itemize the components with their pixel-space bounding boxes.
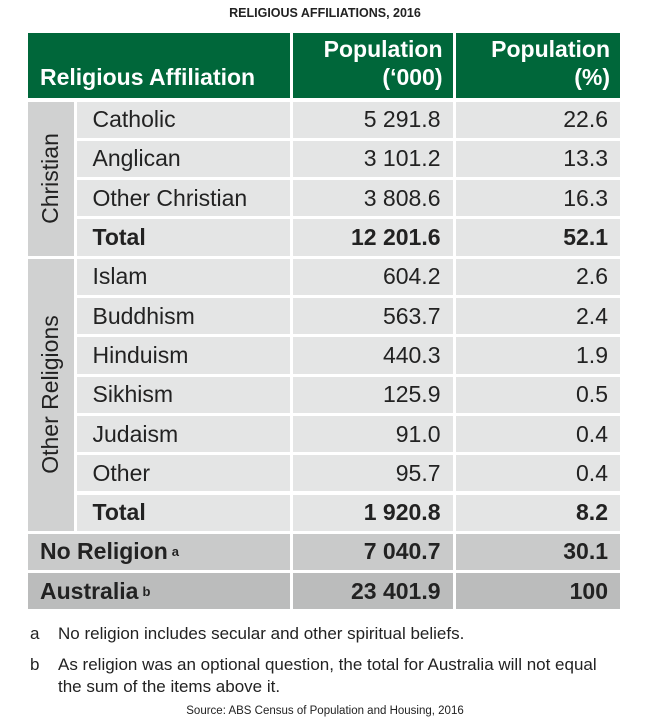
row-label: Total <box>76 494 290 531</box>
footnote-text: No religion includes secular and other s… <box>58 624 465 643</box>
percent-cell: 22.6 <box>455 101 620 138</box>
percent-cell: 1.9 <box>455 337 620 374</box>
population-cell: 5 291.8 <box>292 101 453 138</box>
population-cell: 563.7 <box>292 298 453 335</box>
footnote-ref: b <box>142 583 151 599</box>
percent-cell: 52.1 <box>455 219 620 256</box>
row-label: Sikhism <box>76 376 290 413</box>
header-cell: Population (‘000) <box>292 33 453 98</box>
row-label: Judaism <box>76 415 290 453</box>
population-cell: 95.7 <box>292 455 453 492</box>
percent-cell: 2.6 <box>455 258 620 295</box>
group-label: Christian <box>37 133 64 224</box>
percent-cell: 16.3 <box>455 180 620 217</box>
percent-cell: 8.2 <box>455 494 620 531</box>
row-label: Buddhism <box>76 298 290 335</box>
source: Source: ABS Census of Population and Hou… <box>186 705 464 717</box>
row-label: Islam <box>76 258 290 295</box>
header-cell: Religious Affiliation <box>28 33 290 98</box>
percent-cell: 30.1 <box>455 533 620 571</box>
population-cell: 3 101.2 <box>292 140 453 178</box>
summary-label-cell: Australia b <box>28 573 290 610</box>
row-label: Total <box>76 219 290 256</box>
row-label: Anglican <box>76 140 290 178</box>
header-cell: Population (%) <box>455 33 620 98</box>
title: RELIGIOUS AFFILIATIONS, 2016 <box>229 6 421 20</box>
summary-label: Australia <box>40 577 139 604</box>
group-label-cell: Christian <box>28 101 74 256</box>
population-cell: 1 920.8 <box>292 494 453 531</box>
percent-cell: 0.4 <box>455 415 620 453</box>
percent-cell: 0.4 <box>455 455 620 492</box>
row-label: Other Christian <box>76 180 290 217</box>
percent-cell: 13.3 <box>455 140 620 178</box>
percent-cell: 0.5 <box>455 376 620 413</box>
population-cell: 440.3 <box>292 337 453 374</box>
summary-label: No Religion <box>40 538 168 565</box>
population-cell: 12 201.6 <box>292 219 453 256</box>
row-label: Catholic <box>76 101 290 138</box>
footnote-marker: a <box>30 624 40 643</box>
percent-cell: 100 <box>455 573 620 610</box>
summary-label-cell: No Religion a <box>28 533 290 571</box>
row-label: Hinduism <box>76 337 290 374</box>
population-cell: 125.9 <box>292 376 453 413</box>
row-label: Other <box>76 455 290 492</box>
population-cell: 3 808.6 <box>292 180 453 217</box>
population-cell: 23 401.9 <box>292 573 453 610</box>
footnote-text: As religion was an optional question, th… <box>58 655 597 697</box>
population-cell: 7 040.7 <box>292 533 453 571</box>
footnote-ref: a <box>171 544 180 560</box>
group-label: Other Religions <box>37 315 64 474</box>
group-label-cell: Other Religions <box>28 258 74 531</box>
footnote-marker: b <box>30 655 40 674</box>
population-cell: 91.0 <box>292 415 453 453</box>
percent-cell: 2.4 <box>455 298 620 335</box>
population-cell: 604.2 <box>292 258 453 295</box>
